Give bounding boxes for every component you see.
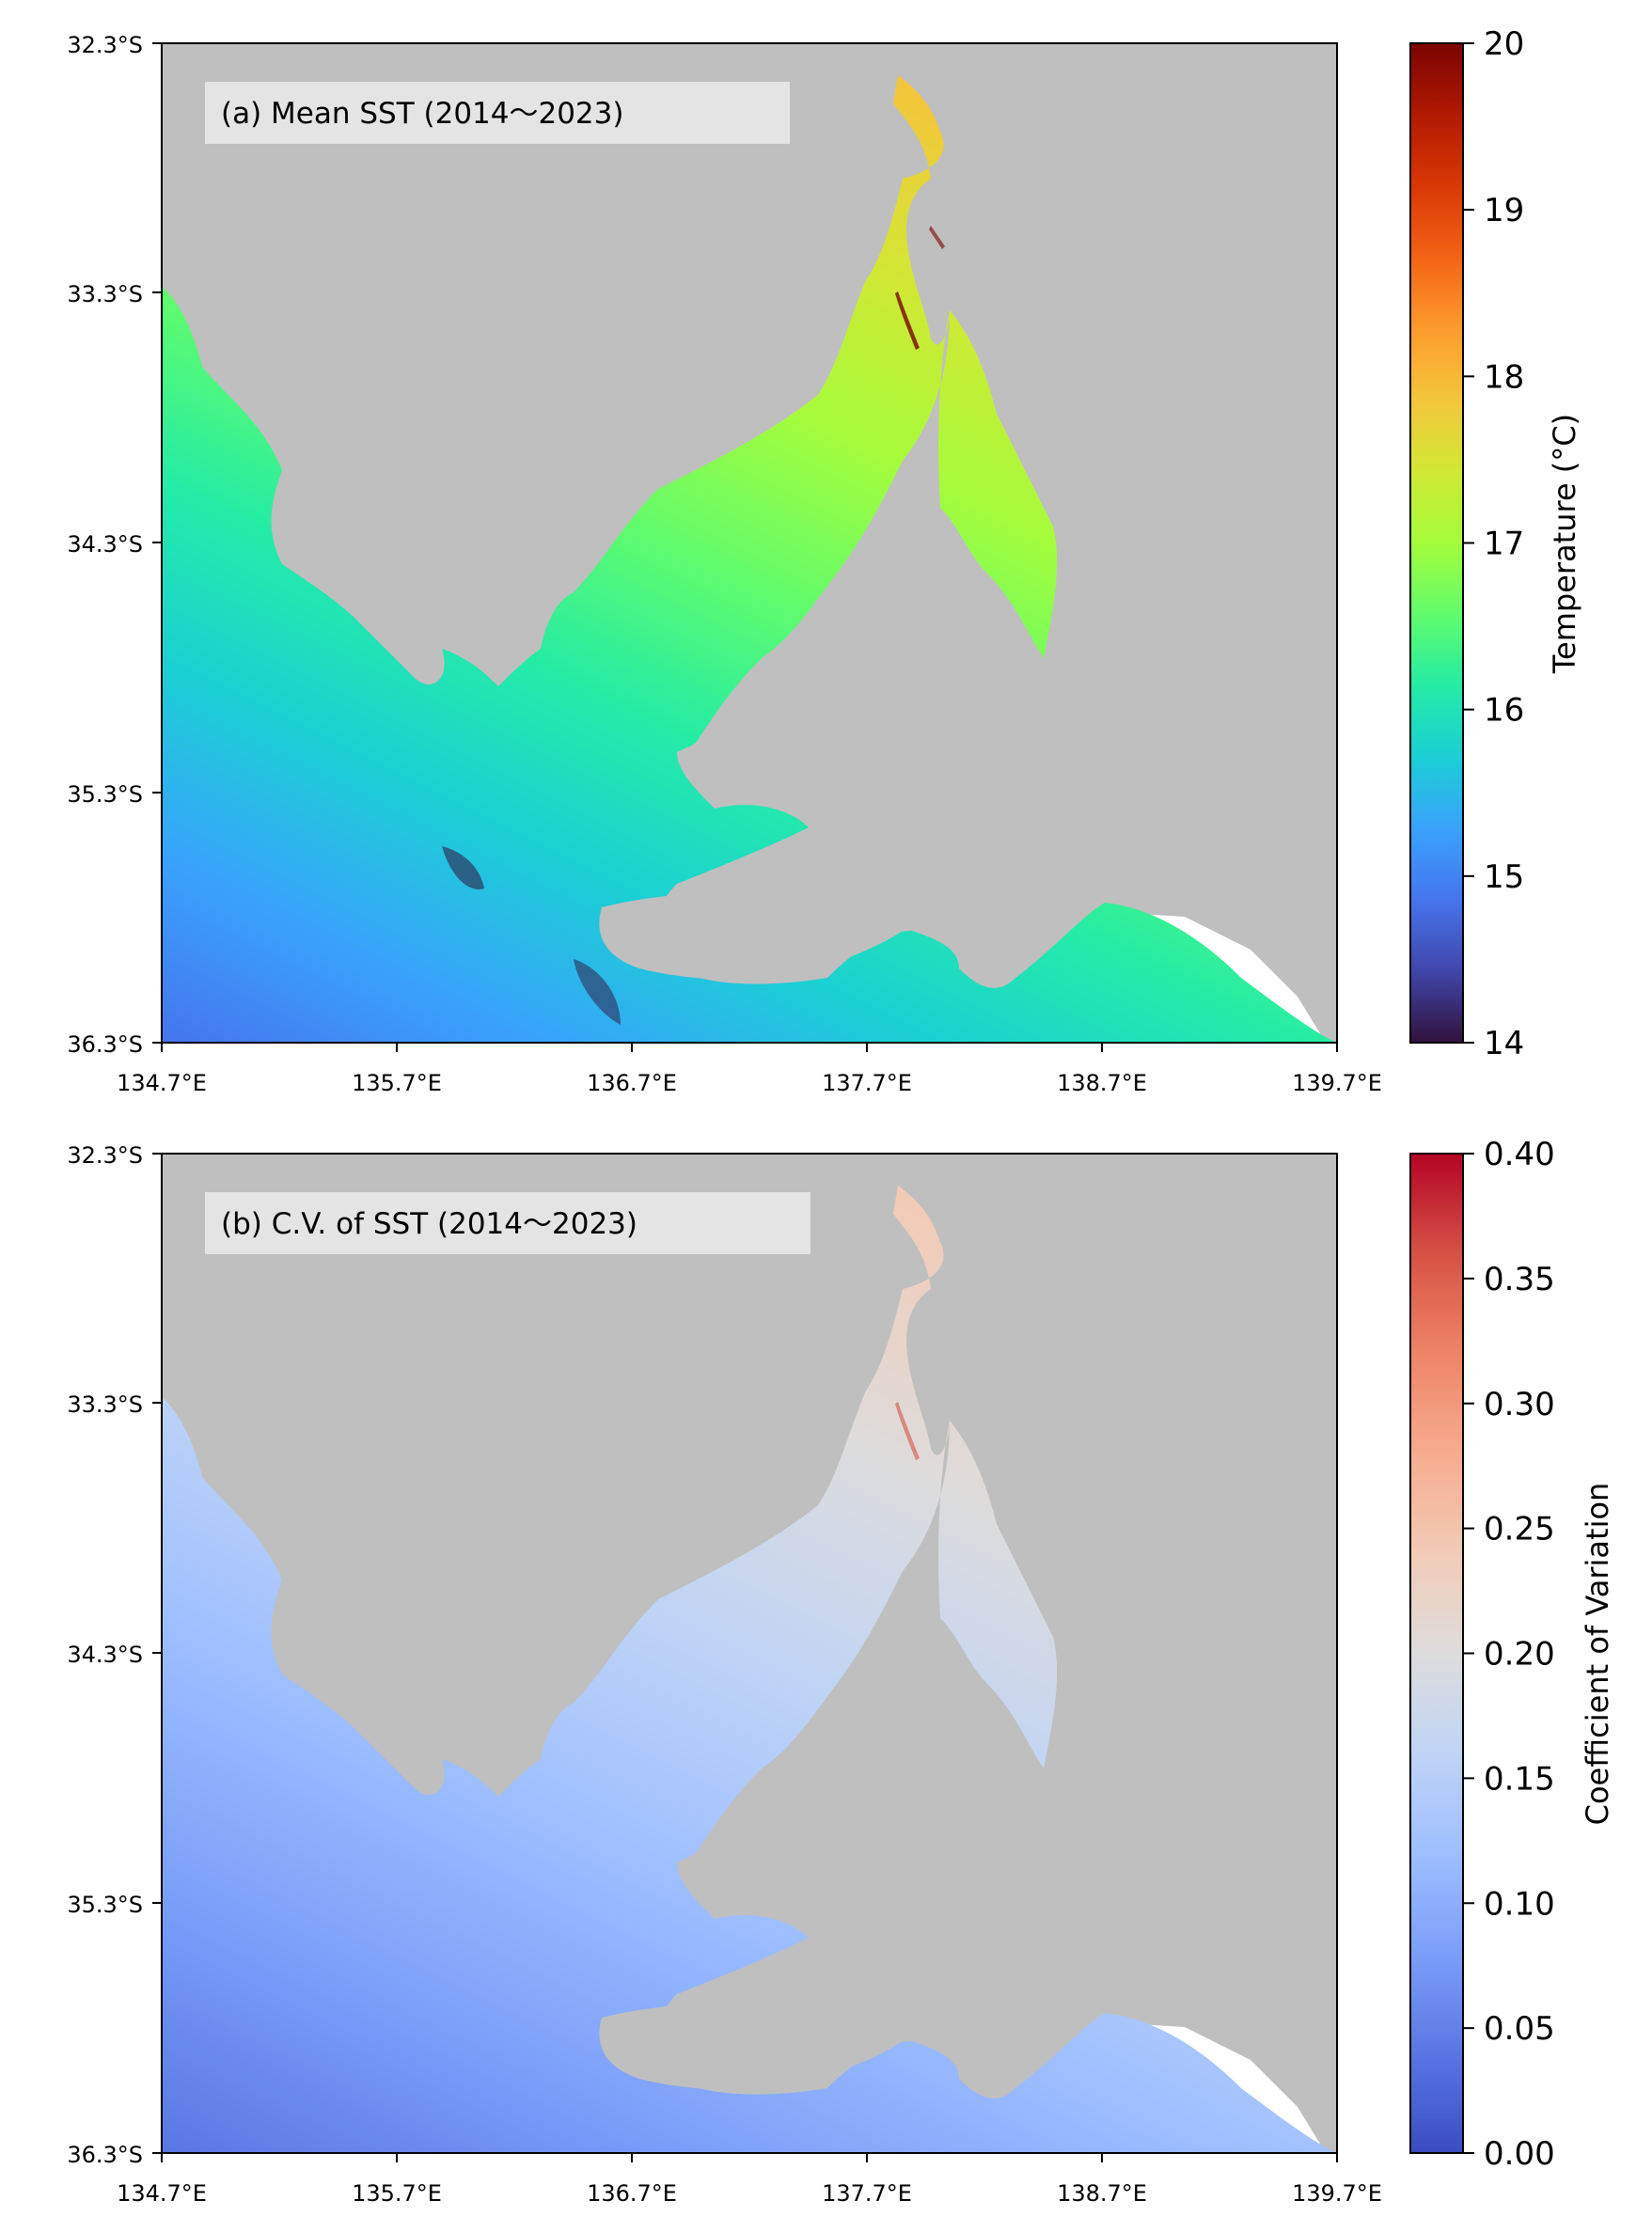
lat-tick-label: 34.3°S — [67, 531, 143, 558]
yorke-peninsula — [677, 730, 865, 827]
lon-tick-label: 138.7°E — [1057, 2180, 1147, 2207]
lat-tick-label: 33.3°S — [67, 1391, 143, 1418]
warm-coast — [895, 1402, 920, 1460]
lon-ticks: 134.7°E 135.7°E 136.7°E 137.7°E 138.7°E … — [117, 1043, 1382, 1096]
map-figure-a: (a) Mean SST (2014～2023) 32.3°S 33.3°S 3… — [67, 25, 1582, 1096]
panel-cv-sst: (b) C.V. of SST (2014～2023) 32.3°S 33.3°… — [0, 1114, 1652, 2228]
lat-tick-label: 35.3°S — [67, 781, 143, 808]
lat-tick-label: 36.3°S — [67, 1031, 143, 1058]
lat-tick-label: 35.3°S — [67, 1892, 143, 1918]
colorbar-tick-label: 0.40 — [1484, 1136, 1555, 1173]
lon-tick-label: 137.7°E — [822, 1070, 912, 1096]
lon-tick-label: 138.7°E — [1057, 1070, 1147, 1096]
lon-tick-label: 136.7°E — [587, 1070, 677, 1096]
kangaroo-island — [599, 891, 903, 980]
lon-ticks: 134.7°E 135.7°E 136.7°E 137.7°E 138.7°E … — [117, 2153, 1382, 2207]
colorbar-tick-label: 16 — [1484, 692, 1524, 730]
colorbar-tick-label: 18 — [1484, 358, 1524, 396]
colorbar-tick-label: 0.10 — [1484, 1885, 1555, 1923]
dark-patch-2 — [574, 959, 621, 1025]
lat-tick-label: 36.3°S — [67, 2142, 143, 2168]
lon-tick-label: 137.7°E — [822, 2180, 912, 2207]
colorbar: 14 15 16 17 18 19 20 Temperature (°C) — [1409, 25, 1582, 1062]
colorbar-tick-label: 20 — [1484, 25, 1524, 63]
colorbar-label: Coefficient of Variation — [1580, 1483, 1615, 1826]
colorbar-tick-label: 15 — [1484, 858, 1524, 896]
yorke-peninsula — [677, 1840, 865, 1938]
lon-tick-label: 135.7°E — [352, 1070, 442, 1096]
lat-tick-label: 32.3°S — [67, 1142, 143, 1169]
colorbar-gradient — [1409, 42, 1464, 1044]
colorbar-tick-label: 0.15 — [1484, 1760, 1555, 1798]
dark-patch-1 — [442, 846, 484, 889]
lat-tick-label: 33.3°S — [67, 281, 143, 307]
lon-tick-label: 134.7°E — [117, 1070, 207, 1096]
sea-region — [162, 75, 1337, 1043]
colorbar-tick-label: 19 — [1484, 192, 1524, 229]
title-box — [205, 82, 790, 144]
warm-coast-2 — [929, 226, 945, 249]
lon-tick-label: 136.7°E — [587, 2180, 677, 2207]
panel-mean-sst: (a) Mean SST (2014～2023) 32.3°S 33.3°S 3… — [0, 0, 1652, 1114]
colorbar-tick-label: 0.00 — [1484, 2135, 1555, 2173]
colorbar-tick-label: 17 — [1484, 526, 1524, 563]
colorbar: 0.00 0.05 0.10 0.15 0.20 0.25 0.30 0.35 0.40 Coe… — [1409, 1136, 1615, 2173]
lat-ticks: 32.3°S 33.3°S 34.3°S 35.3°S 36.3°S — [67, 32, 162, 1058]
kangaroo-island — [599, 2002, 903, 2090]
colorbar-tick-label: 14 — [1484, 1025, 1524, 1062]
colorbar-gradient — [1409, 1153, 1464, 2154]
colorbar-tick-label: 0.25 — [1484, 1511, 1555, 1548]
colorbar-label: Temperature (°C) — [1547, 414, 1582, 674]
colorbar-tick-label: 0.20 — [1484, 1636, 1555, 1674]
sea-region — [162, 1186, 1337, 2153]
lon-tick-label: 139.7°E — [1292, 1070, 1382, 1096]
map-figure-b: (b) C.V. of SST (2014～2023) 32.3°S 33.3°… — [67, 1136, 1615, 2207]
map-area — [162, 43, 1337, 1043]
lat-tick-label: 32.3°S — [67, 32, 143, 58]
lon-tick-label: 134.7°E — [117, 2180, 207, 2207]
warm-coast-1 — [895, 291, 920, 350]
colorbar-tick-label: 0.35 — [1484, 1261, 1555, 1298]
lon-tick-label: 139.7°E — [1292, 2180, 1382, 2207]
colorbar-tick-label: 0.05 — [1484, 2010, 1555, 2048]
map-area — [162, 1154, 1337, 2153]
lat-tick-label: 34.3°S — [67, 1642, 143, 1668]
lat-ticks: 32.3°S 33.3°S 34.3°S 35.3°S 36.3°S — [67, 1142, 162, 2168]
colorbar-tick-label: 0.30 — [1484, 1386, 1555, 1423]
title-box — [205, 1192, 810, 1254]
panel-title: (a) Mean SST (2014～2023) — [221, 97, 623, 131]
lon-tick-label: 135.7°E — [352, 2180, 442, 2207]
panel-title: (b) C.V. of SST (2014～2023) — [221, 1207, 637, 1241]
